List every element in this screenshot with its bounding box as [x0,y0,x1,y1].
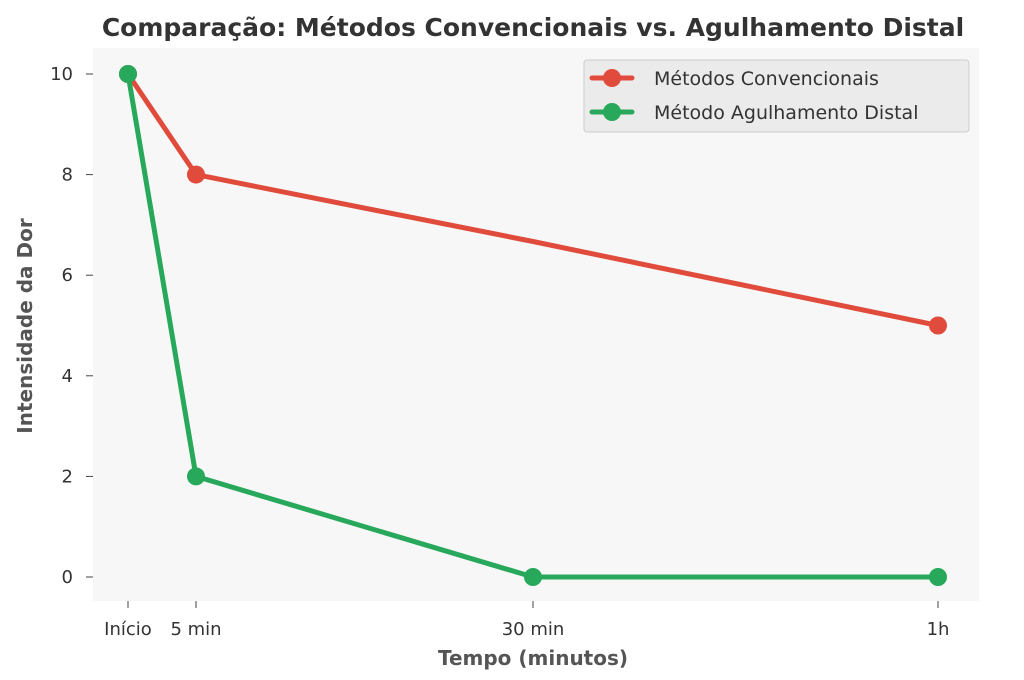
y-axis: 0 2 4 6 8 10 [50,64,93,588]
x-axis: Início 5 min 30 min 1h [104,601,949,640]
y-tick-label: 0 [62,567,73,588]
chart-title: Comparação: Métodos Convencionais vs. Ag… [102,13,964,42]
data-point [929,568,947,586]
series-layer [119,65,947,586]
x-tick-label: Início [104,619,152,640]
data-point [187,467,205,486]
legend-label: Métodos Convencionais [654,68,879,90]
x-axis-label: Tempo (minutos) [438,646,628,670]
legend-label: Método Agulhamento Distal [654,102,918,124]
x-tick-label: 30 min [502,619,565,640]
series-2 [119,65,947,586]
y-axis-label: Intensidade da Dor [13,218,37,434]
legend-marker [603,103,621,121]
data-point [524,568,542,586]
legend-box [583,59,970,133]
x-tick-label: 5 min [170,619,221,640]
legend: Métodos Convencionais Método Agulhamento … [583,59,970,133]
y-tick-label: 4 [62,366,73,387]
x-tick-label: 1h [927,619,950,640]
y-tick-label: 6 [62,265,73,286]
data-point [929,316,947,335]
legend-marker [603,69,621,87]
data-point [187,165,205,184]
series-line [125,71,941,328]
y-tick-label: 2 [62,466,73,487]
series-line [125,71,941,580]
y-tick-label: 8 [62,165,73,186]
plot-background [93,48,979,601]
y-tick-label: 10 [50,64,73,85]
data-point [119,65,137,83]
